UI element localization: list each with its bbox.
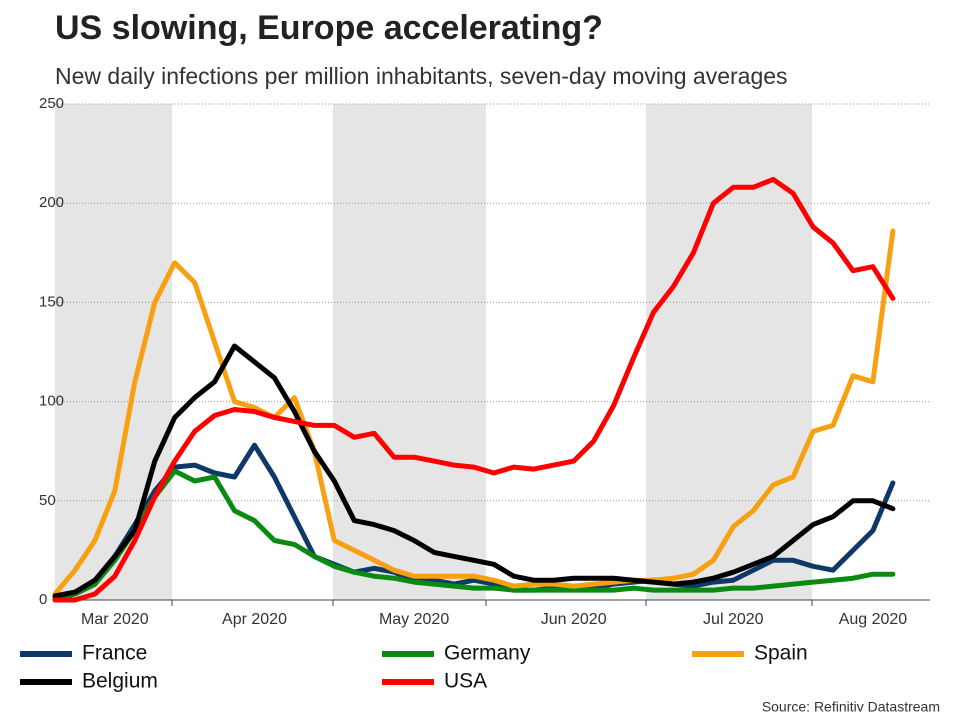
- y-tick-label: 250: [39, 95, 64, 112]
- month-bands: [55, 104, 812, 600]
- y-tick-label: 200: [39, 194, 64, 211]
- x-tick-label: Apr 2020: [222, 611, 287, 628]
- source: Source: Refinitiv Datastream: [762, 699, 940, 715]
- series-line: [52, 468, 896, 601]
- chart-title: US slowing, Europe accelerating?: [55, 9, 603, 47]
- x-tick-label: May 2020: [379, 611, 449, 628]
- series-line: [52, 343, 896, 599]
- series-line: [52, 442, 896, 601]
- series-line: [52, 176, 896, 603]
- legend-label: Belgium: [82, 670, 158, 693]
- y-tick-label: 150: [39, 293, 64, 310]
- x-tick-label: Mar 2020: [81, 611, 149, 628]
- month-ticks: [171, 600, 813, 606]
- x-tick-label: Jul 2020: [703, 611, 764, 628]
- x-tick-label: Jun 2020: [541, 611, 607, 628]
- chart-subtitle: New daily infections per million inhabit…: [55, 63, 788, 89]
- band: [55, 104, 172, 600]
- series-line: [52, 228, 896, 597]
- x-tick-label: Aug 2020: [839, 611, 908, 628]
- legend-label: USA: [444, 670, 487, 693]
- y-tick-label: 100: [39, 393, 64, 410]
- legend-label: Germany: [444, 642, 531, 665]
- y-tick-label: 0: [39, 591, 47, 608]
- legend-label: Spain: [754, 642, 808, 665]
- band: [333, 104, 486, 600]
- y-tick-label: 50: [39, 492, 56, 509]
- band: [646, 104, 812, 600]
- legend-label: France: [82, 642, 147, 665]
